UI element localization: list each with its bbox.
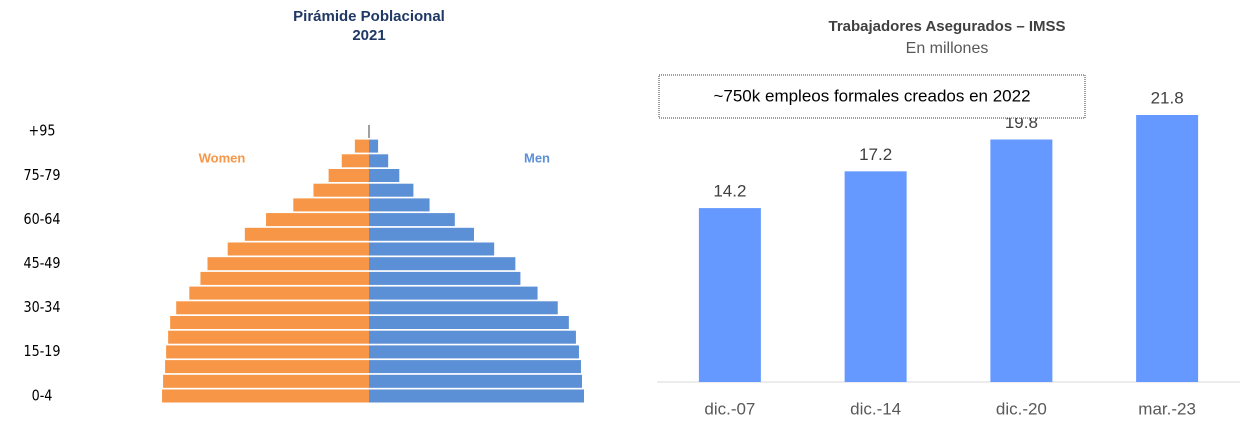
pyramid-bar [369, 183, 414, 197]
pyramid-bar [369, 301, 558, 315]
pyramid-bar [369, 389, 584, 403]
legend-label: Women [199, 150, 246, 165]
pyramid-subtitle: 2021 [352, 27, 385, 44]
bar [698, 208, 761, 382]
pyramid-bar [369, 139, 379, 153]
pyramid-bar [266, 213, 369, 227]
value-label: 17.2 [859, 145, 892, 164]
pyramid-bar [162, 389, 369, 403]
pyramid-bar [341, 154, 369, 168]
pyramid-bar [369, 286, 538, 300]
pyramid-bar [168, 330, 369, 344]
pyramid-bar [328, 169, 369, 182]
legend-label: Men [524, 150, 550, 165]
pyramid-bar [176, 301, 369, 315]
annotation-box [658, 74, 1086, 119]
pyramid-bar [369, 257, 516, 271]
bar-title: Trabajadores Asegurados – IMSS [828, 18, 1065, 35]
age-label: 45-49 [23, 255, 60, 272]
pyramid-bar [369, 227, 474, 241]
age-label: 75-79 [23, 167, 60, 184]
pyramid-bar [369, 124, 371, 138]
pyramid-bar [369, 345, 579, 359]
age-label: 60-64 [23, 211, 60, 228]
age-label: 0-4 [32, 387, 53, 404]
pyramid-bar [369, 242, 495, 256]
x-tick-label: mar.-23 [1138, 399, 1196, 418]
pyramid-bar [369, 169, 400, 182]
pyramid-bar [244, 227, 369, 241]
age-label: +95 [29, 123, 56, 140]
x-tick-label: dic.-07 [704, 399, 755, 418]
bar [844, 171, 907, 382]
pyramid-bar [227, 242, 369, 256]
x-tick-label: dic.-20 [996, 399, 1047, 418]
pyramid-bar [369, 154, 389, 168]
bar [1136, 115, 1199, 382]
pyramid-bar [200, 271, 369, 285]
pyramid-bar [369, 271, 521, 285]
annotation: ~750k empleos formales creados en 2022 [713, 86, 1030, 105]
value-label: 14.2 [713, 182, 746, 201]
pyramid-bar [369, 316, 569, 329]
x-tick-label: dic.-14 [850, 399, 901, 418]
pyramid-bar [207, 257, 369, 271]
age-label: 15-19 [23, 343, 60, 360]
pyramid-bar [369, 330, 576, 344]
pyramid-bar [367, 124, 369, 138]
pyramid-bar [293, 198, 369, 212]
pyramid-bar [165, 360, 369, 374]
pyramid-bar [369, 198, 430, 212]
pyramid-bar [166, 345, 369, 359]
bar [990, 139, 1053, 382]
value-label: 21.8 [1151, 88, 1184, 107]
pyramid-bar [313, 183, 369, 197]
pyramid-bar [354, 139, 369, 153]
pyramid-bar [189, 286, 369, 300]
bar-subtitle: En millones [906, 40, 989, 57]
pyramid-bar [369, 374, 582, 388]
pyramid-title: Pirámide Poblacional [293, 8, 445, 25]
pyramid-bar [369, 360, 581, 374]
pyramid-bar [369, 213, 455, 227]
pyramid-bar [163, 374, 369, 388]
pyramid-bar [170, 316, 369, 329]
age-label: 30-34 [23, 299, 60, 316]
